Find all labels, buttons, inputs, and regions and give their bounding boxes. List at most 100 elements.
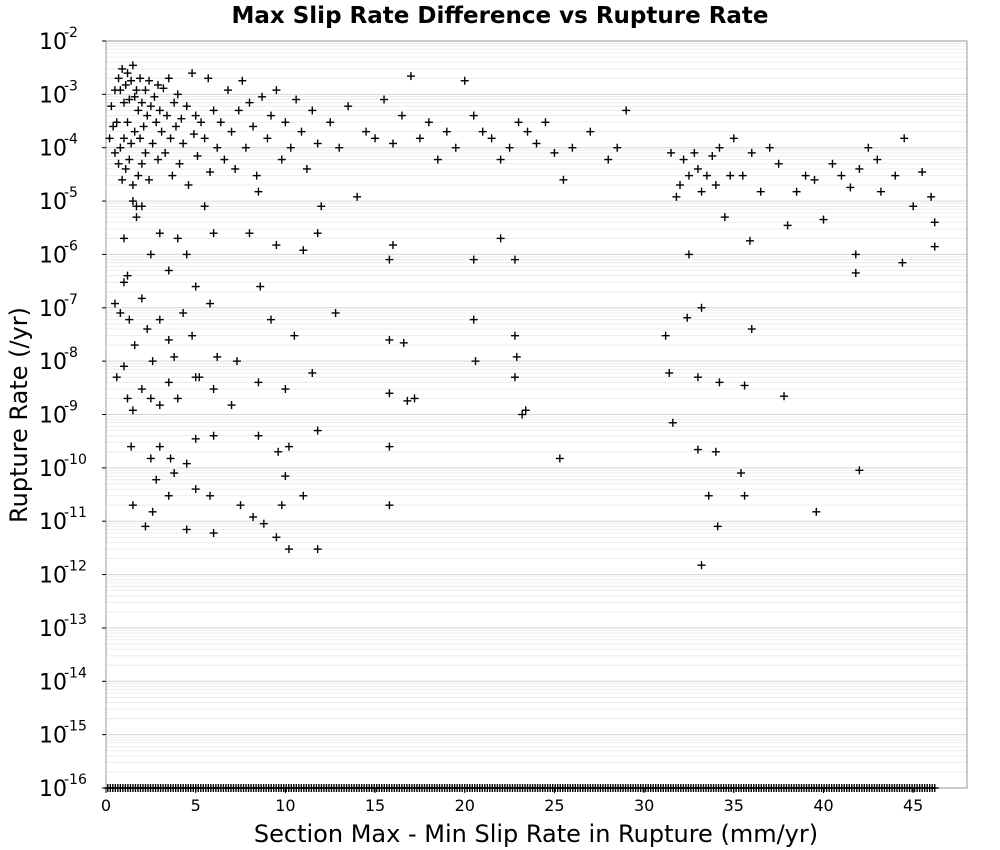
data-point: [433, 155, 442, 164]
data-point: [232, 357, 241, 366]
data-point: [128, 61, 137, 70]
data-point: [130, 92, 139, 101]
data-point: [179, 139, 188, 148]
data-point: [297, 127, 306, 136]
y-tick-label: 10-2: [39, 25, 78, 55]
x-tick-label: 20: [455, 796, 475, 815]
chart-title: Max Slip Rate Difference vs Rupture Rate: [231, 3, 768, 29]
y-tick-base: 10: [39, 564, 67, 589]
data-point: [891, 171, 900, 180]
data-point: [864, 143, 873, 152]
data-point: [693, 164, 702, 173]
data-point: [110, 299, 119, 308]
data-point: [231, 164, 240, 173]
data-point: [132, 213, 141, 222]
y-tick-label: 10-14: [39, 665, 87, 695]
data-point: [559, 175, 568, 184]
y-tick-label: 10-6: [39, 238, 78, 268]
data-point: [317, 202, 326, 211]
x-tick-label: 35: [724, 796, 744, 815]
x-tick-label: 0: [101, 796, 111, 815]
data-point: [697, 303, 706, 312]
data-point: [116, 143, 125, 152]
x-axis-ticks: 0 5 10 15 20 25 30 35 40 45: [101, 788, 923, 815]
data-point: [162, 111, 171, 120]
data-point: [424, 118, 433, 127]
data-point: [213, 352, 222, 361]
data-point: [613, 143, 622, 152]
data-point: [918, 168, 927, 177]
data-point: [110, 148, 119, 157]
y-tick-base: 10: [39, 777, 67, 802]
data-point: [290, 331, 299, 340]
data-point: [272, 533, 281, 542]
data-point: [715, 143, 724, 152]
data-point: [206, 168, 215, 177]
data-point: [154, 155, 163, 164]
data-point: [130, 341, 139, 350]
data-point: [550, 148, 559, 157]
data-point: [123, 69, 132, 78]
x-tick-label: 15: [365, 796, 385, 815]
y-tick-base: 10: [39, 617, 67, 642]
y-tick-label: 10-7: [39, 292, 78, 322]
data-point: [471, 357, 480, 366]
data-point: [254, 187, 263, 196]
data-point: [128, 501, 137, 510]
data-point: [148, 139, 157, 148]
data-point: [740, 491, 749, 500]
data-point: [152, 475, 161, 484]
data-point: [191, 485, 200, 494]
data-point: [380, 95, 389, 104]
data-point: [139, 122, 148, 131]
data-point: [745, 236, 754, 245]
data-point: [697, 561, 706, 570]
data-point: [166, 134, 175, 143]
data-point: [116, 308, 125, 317]
y-tick-label: 10-5: [39, 185, 78, 215]
data-point: [702, 171, 711, 180]
x-tick-label: 45: [903, 796, 923, 815]
data-point: [855, 164, 864, 173]
data-point: [510, 373, 519, 382]
data-point: [930, 218, 939, 227]
y-tick-exponent: -7: [64, 292, 78, 308]
data-point: [164, 335, 173, 344]
data-point: [170, 469, 179, 478]
data-point: [679, 155, 688, 164]
data-point: [137, 202, 146, 211]
data-point: [302, 164, 311, 173]
data-point: [164, 74, 173, 83]
data-point: [227, 401, 236, 410]
data-point: [780, 392, 789, 401]
data-point: [130, 127, 139, 136]
x-axis-label: Section Max - Min Slip Rate in Rupture (…: [254, 820, 818, 848]
data-point: [166, 454, 175, 463]
data-point: [810, 175, 819, 184]
y-tick-exponent: -10: [64, 452, 87, 468]
data-point: [146, 102, 155, 111]
data-point: [284, 442, 293, 451]
data-point: [812, 507, 821, 516]
y-tick-base: 10: [39, 190, 67, 215]
data-point: [532, 139, 541, 148]
data-point: [460, 76, 469, 85]
data-point: [523, 127, 532, 136]
data-point: [197, 118, 206, 127]
data-point: [184, 181, 193, 190]
data-point: [170, 98, 179, 107]
data-point: [726, 171, 735, 180]
data-point: [141, 522, 150, 531]
data-point: [157, 127, 166, 136]
y-tick-label: 10-8: [39, 345, 78, 375]
data-point: [155, 315, 164, 324]
data-point: [155, 442, 164, 451]
data-point: [406, 72, 415, 81]
data-point: [711, 181, 720, 190]
data-point: [141, 86, 150, 95]
data-point: [622, 106, 631, 115]
data-point: [182, 250, 191, 259]
data-point: [145, 76, 154, 85]
data-point: [146, 394, 155, 403]
